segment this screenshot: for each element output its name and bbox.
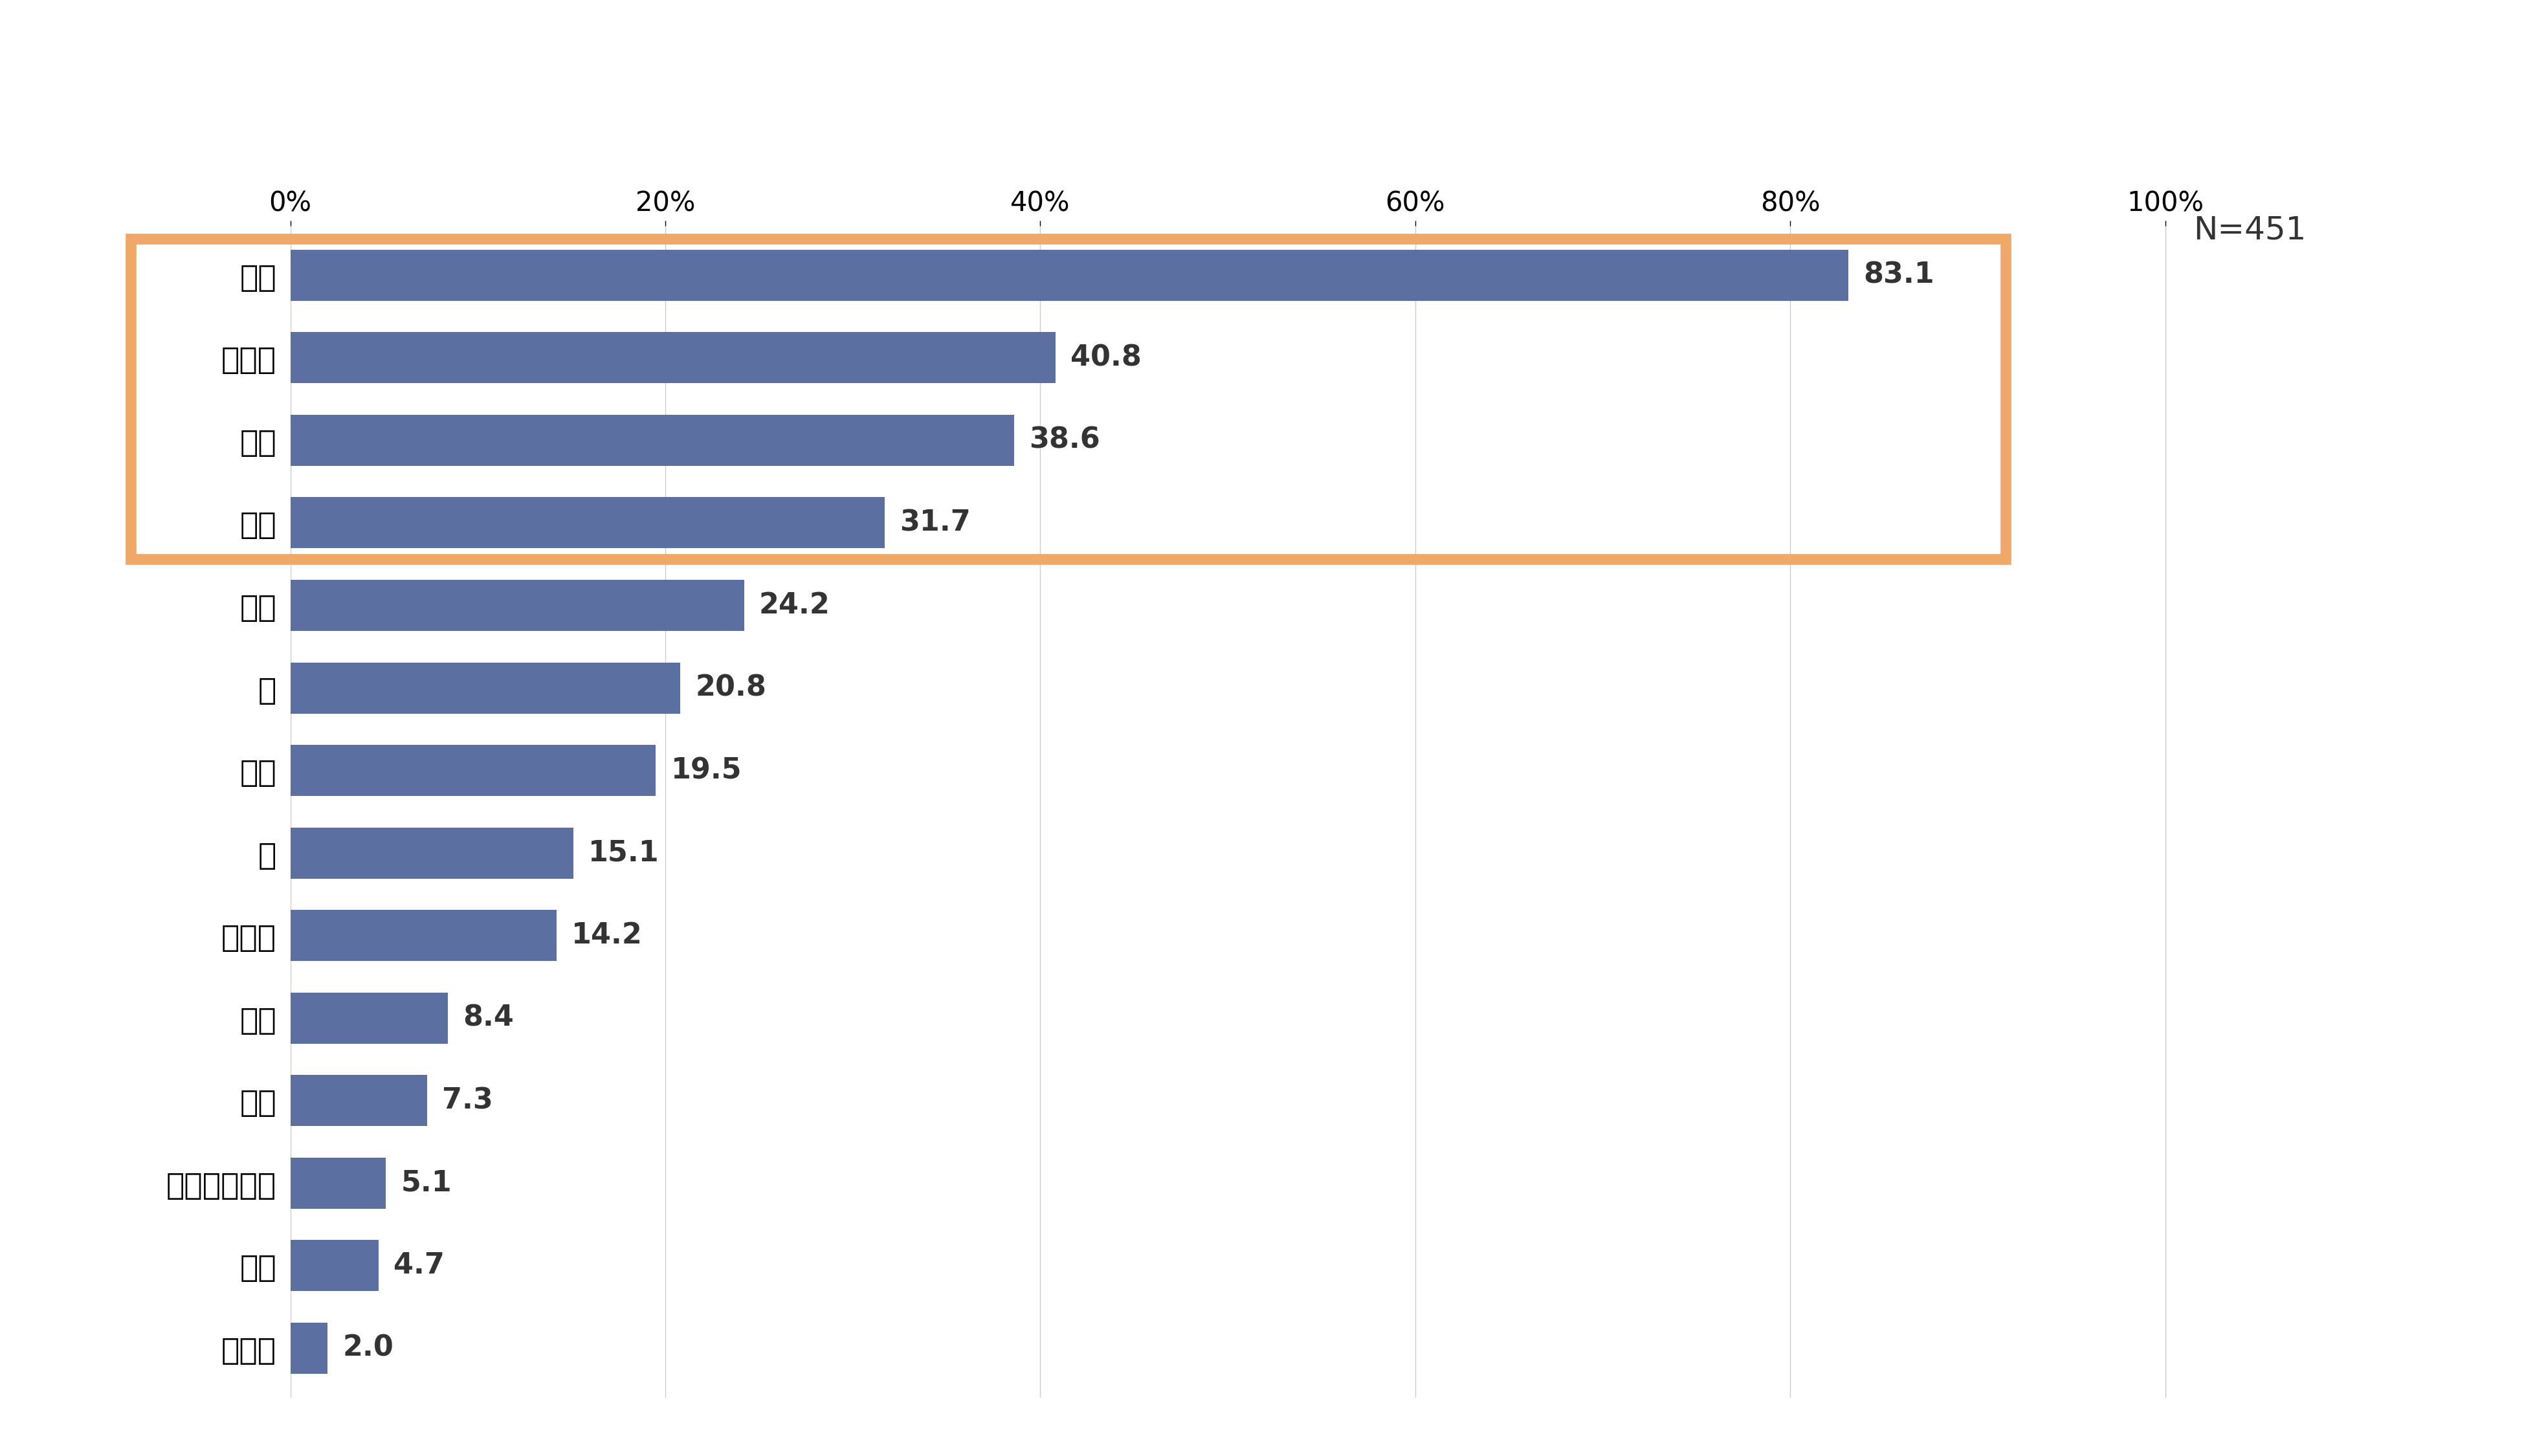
Text: 14.2: 14.2 xyxy=(570,922,644,949)
Text: 83.1: 83.1 xyxy=(1863,261,1933,290)
Bar xyxy=(290,827,573,878)
Text: 2.0: 2.0 xyxy=(343,1334,394,1363)
Text: 38.6: 38.6 xyxy=(1030,427,1100,454)
Bar xyxy=(290,662,681,713)
Text: 19.5: 19.5 xyxy=(671,757,742,785)
Bar xyxy=(290,1158,386,1208)
Text: 15.1: 15.1 xyxy=(588,839,659,866)
Text: 24.2: 24.2 xyxy=(760,591,830,619)
Bar xyxy=(290,332,1055,383)
Bar xyxy=(290,1241,379,1291)
Text: 4.7: 4.7 xyxy=(394,1252,444,1280)
Bar xyxy=(290,498,883,549)
Text: N=451: N=451 xyxy=(2193,214,2307,246)
Bar xyxy=(290,415,1015,466)
Bar xyxy=(290,1322,328,1374)
Bar xyxy=(131,239,2007,559)
Text: 31.7: 31.7 xyxy=(899,510,972,537)
Text: 8.4: 8.4 xyxy=(462,1005,515,1032)
Bar xyxy=(290,993,447,1044)
Text: 40.8: 40.8 xyxy=(1070,344,1141,371)
Bar xyxy=(290,579,745,630)
Text: 5.1: 5.1 xyxy=(401,1169,452,1197)
Bar xyxy=(290,1075,427,1125)
Bar xyxy=(290,745,656,796)
Text: 20.8: 20.8 xyxy=(694,674,767,702)
Text: 正月太りを解消する食生活改善のために、: 正月太りを解消する食生活改善のために、 xyxy=(994,45,1530,90)
Text: 特によく選ぶ食材は何ですか？　（複数回答）: 特によく選ぶ食材は何ですか？ （複数回答） xyxy=(967,135,1557,181)
Bar xyxy=(290,249,1848,301)
Text: 7.3: 7.3 xyxy=(442,1086,492,1114)
Bar xyxy=(290,910,555,961)
